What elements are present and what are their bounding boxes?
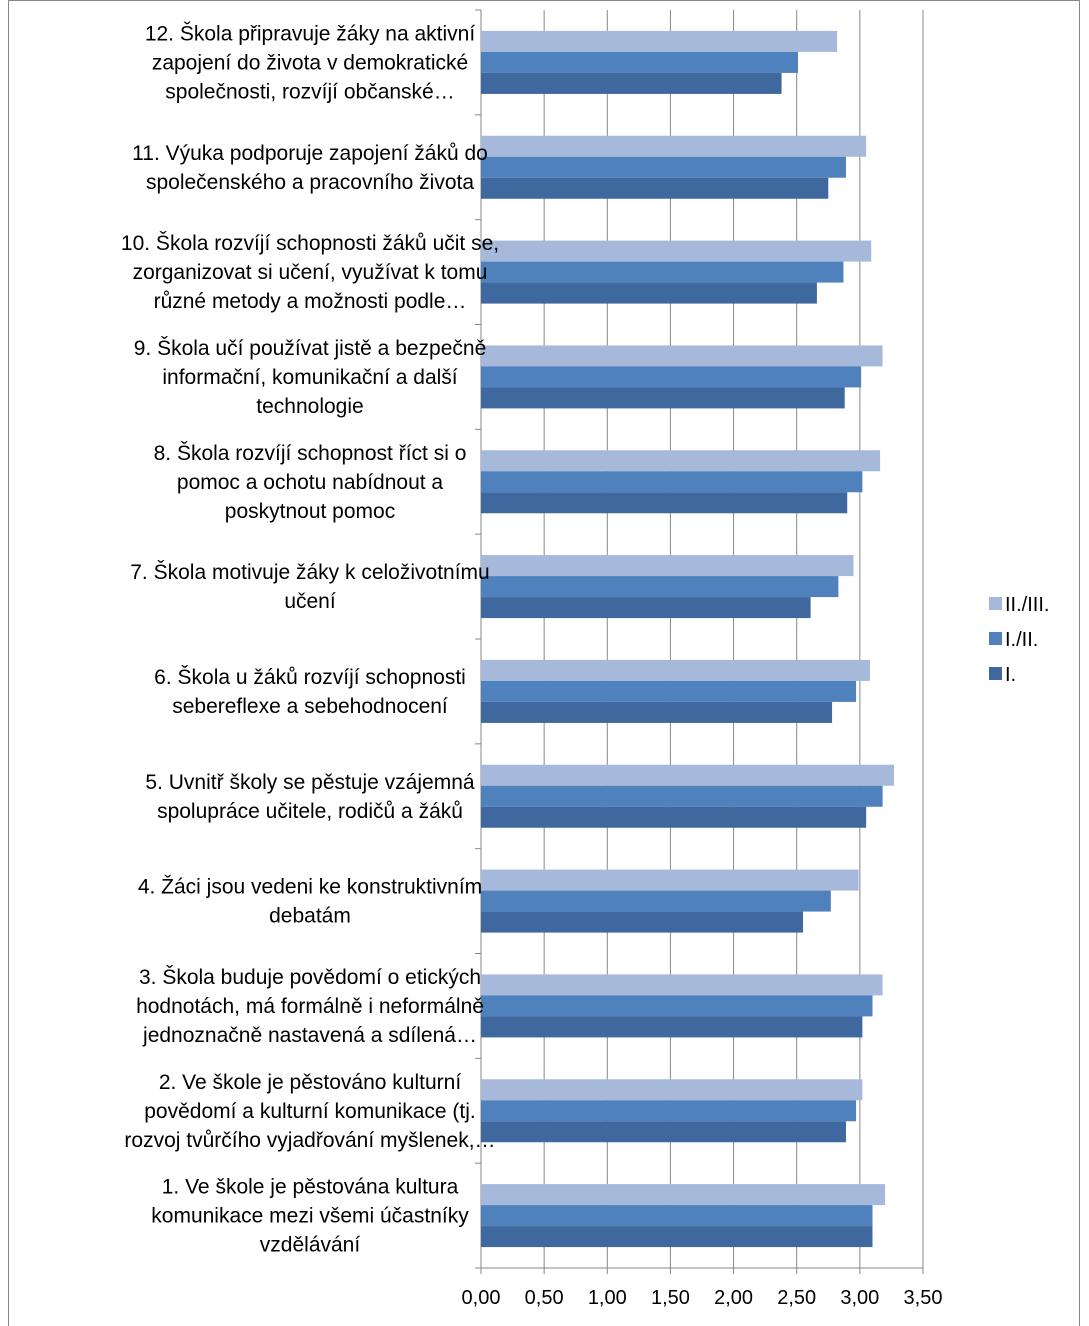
bar <box>481 387 845 409</box>
category-label: společenského a pracovního života <box>146 171 474 194</box>
bar <box>481 806 867 828</box>
category-label: zapojení do života v demokratické <box>152 51 468 74</box>
bar <box>481 177 829 199</box>
legend-swatch <box>989 632 1002 645</box>
category-label: 11. Výuka podporuje zapojení žáků do <box>132 142 488 165</box>
category-label: 9. Škola učí používat jistě a bezpečně <box>134 337 487 360</box>
bar <box>481 30 838 52</box>
category-label: 3. Škola buduje povědomí o etických <box>139 966 481 989</box>
category-label: 7. Škola motivuje žáky k celoživotnímu <box>130 561 489 584</box>
bar <box>481 785 883 807</box>
x-tick-label: 3,00 <box>840 1287 879 1309</box>
category-label: sebereflexe a sebehodnocení <box>172 695 448 718</box>
bar <box>481 576 839 598</box>
bar <box>481 1121 846 1143</box>
bar <box>481 555 854 577</box>
bar <box>481 345 883 367</box>
category-label: komunikace mezi všemi účastníky <box>151 1205 469 1228</box>
x-tick-label: 2,50 <box>777 1287 816 1309</box>
bar <box>481 156 846 178</box>
category-label: učení <box>284 590 336 613</box>
category-label: různé metody a možnosti podle… <box>154 290 467 313</box>
category-label: 1. Ve škole je pěstována kultura <box>162 1176 459 1199</box>
bar <box>481 1100 857 1122</box>
x-tick-label: 1,00 <box>588 1287 627 1309</box>
bar <box>481 366 862 388</box>
category-label: pomoc a ochotu nabídnout a <box>177 471 444 494</box>
category-label: spolupráce učitele, rodičů a žáků <box>157 800 463 823</box>
category-label: hodnotách, má formálně i neformálně <box>136 995 484 1018</box>
bar <box>481 1205 873 1227</box>
bar <box>481 282 817 304</box>
category-label: společnosti, rozvíjí občanské… <box>165 80 454 103</box>
bar <box>481 450 881 472</box>
category-label: povědomí a kulturní komunikace (tj. <box>144 1100 476 1123</box>
bar <box>481 471 863 493</box>
x-tick-label: 0,50 <box>525 1287 564 1309</box>
x-tick-label: 0,00 <box>462 1287 501 1309</box>
bar <box>481 974 883 996</box>
bar <box>481 135 867 157</box>
bar <box>481 240 872 262</box>
legend-label: I./II. <box>1005 629 1038 651</box>
category-label: poskytnout pomoc <box>225 500 395 523</box>
bar <box>481 261 844 283</box>
category-label: informační, komunikační a další <box>162 366 457 389</box>
category-label: debatám <box>269 905 351 928</box>
legend-label: I. <box>1005 664 1016 686</box>
bar <box>481 1016 863 1038</box>
category-label: 2. Ve škole je pěstováno kulturní <box>159 1071 462 1094</box>
category-label: 4. Žáci jsou vedeni ke konstruktivním <box>138 876 482 899</box>
category-label: jednoznačně nastavená a sdílená… <box>142 1024 477 1047</box>
bar <box>481 764 894 786</box>
bar <box>481 1184 886 1206</box>
category-label: technologie <box>256 395 363 418</box>
legend-swatch <box>989 667 1002 680</box>
bar <box>481 995 873 1017</box>
category-label: 12. Škola připravuje žáky na aktivní <box>145 22 476 45</box>
category-label: zorganizovat si učení, využívat k tomu <box>133 261 488 284</box>
legend-swatch <box>989 597 1002 610</box>
legend-label: II./III. <box>1005 594 1049 616</box>
chart-border <box>8 0 1080 1326</box>
x-tick-label: 3,50 <box>904 1287 943 1309</box>
bar <box>481 1226 873 1248</box>
category-label: 5. Uvnitř školy se pěstuje vzájemná <box>145 771 474 794</box>
category-label: 6. Škola u žáků rozvíjí schopnosti <box>154 666 466 689</box>
category-label: 10. Škola rozvíjí schopnosti žáků učit s… <box>121 232 499 255</box>
bar <box>481 51 798 73</box>
category-label: 8. Škola rozvíjí schopnost říct si o <box>154 442 467 465</box>
bar <box>481 1079 863 1101</box>
bar <box>481 72 782 94</box>
bar <box>481 911 804 933</box>
x-tick-label: 1,50 <box>651 1287 690 1309</box>
bar <box>481 597 811 619</box>
bar <box>481 869 859 891</box>
bar <box>481 659 870 681</box>
bar <box>481 701 833 723</box>
category-label: rozvoj tvůrčího vyjadřování myšlenek,… <box>124 1129 495 1152</box>
bar <box>481 680 857 702</box>
x-tick-label: 2,00 <box>714 1287 753 1309</box>
bar <box>481 492 848 514</box>
category-label: vzdělávání <box>260 1234 361 1257</box>
bar <box>481 890 831 912</box>
